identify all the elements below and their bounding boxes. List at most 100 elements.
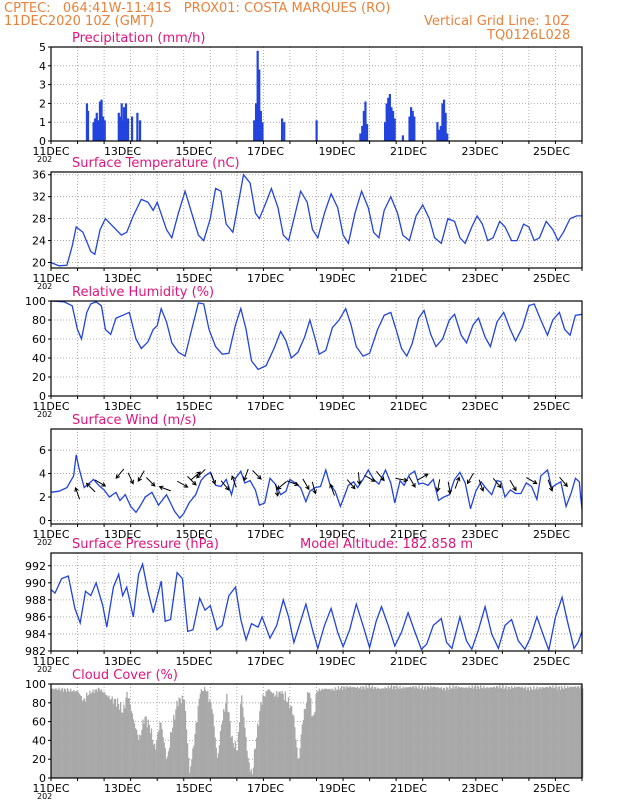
wind-arrow	[492, 478, 502, 489]
cloud-cover-bar	[215, 747, 217, 778]
precip-bar	[362, 110, 365, 141]
cloud-cover-bar	[356, 686, 359, 778]
cloud-cover-bar	[313, 714, 315, 778]
precip-bar	[393, 118, 396, 141]
precip-bar	[442, 99, 446, 141]
cloud-cover-bar	[155, 749, 157, 778]
cloud-cover-bar	[195, 722, 197, 778]
precip-bar	[401, 135, 404, 141]
wind-arrow	[115, 468, 125, 479]
cloud-cover-bar	[59, 690, 61, 778]
x-tick-label: 19DEC	[318, 782, 355, 795]
cloud-cover-bar	[174, 719, 176, 778]
cloud-cover-bar	[508, 686, 511, 778]
precip-bar	[258, 69, 261, 141]
cloud-cover-bar	[229, 721, 231, 778]
cloud-cover-bar	[524, 686, 526, 778]
x-year-label: 202	[37, 282, 52, 291]
cloud-cover-bar	[120, 701, 122, 778]
cloud-cover-bar	[190, 766, 192, 778]
panel-4	[48, 552, 583, 654]
cloud-cover-bar	[250, 769, 252, 778]
cloud-cover-bar	[70, 688, 72, 778]
cloud-cover-bar	[323, 688, 326, 778]
cloud-cover-bar	[233, 747, 235, 778]
precip-bar	[365, 124, 369, 141]
cloud-cover-bar	[202, 691, 205, 778]
cloud-cover-bar	[484, 688, 486, 778]
cloud-cover-bar	[306, 692, 309, 778]
precip-bar	[95, 112, 98, 141]
wind-arrow	[466, 472, 474, 485]
cloud-cover-bar	[577, 686, 580, 778]
cloud-cover-bar	[528, 690, 531, 778]
precip-bar	[259, 110, 262, 141]
cloud-cover-bar	[301, 724, 303, 778]
cloud-cover-bar	[346, 685, 348, 778]
cloud-cover-bar	[537, 689, 539, 778]
cloud-cover-bar	[559, 689, 562, 778]
y-tick-label: 0	[39, 135, 46, 148]
y-tick-label: 0	[39, 772, 46, 785]
precip-bar	[92, 122, 95, 141]
cloud-cover-bar	[504, 687, 506, 778]
cloud-cover-bar	[76, 691, 78, 778]
y-tick-label: 24	[32, 235, 46, 248]
cloud-cover-bar	[143, 723, 145, 778]
cloud-cover-bar	[63, 688, 66, 778]
cloud-cover-bar	[108, 695, 110, 778]
cloud-cover-bar	[125, 697, 127, 778]
cloud-cover-bar	[520, 687, 522, 778]
cloud-cover-bar	[302, 719, 305, 778]
cloud-cover-bar	[149, 733, 152, 778]
cloud-cover-bar	[348, 687, 350, 778]
cloud-cover-bar	[243, 717, 245, 778]
precip-bar	[97, 120, 100, 141]
cloud-cover-bar	[285, 701, 288, 778]
x-tick-label: 11DEC	[32, 528, 69, 541]
y-tick-label: 80	[32, 697, 46, 710]
cloud-cover-bar	[321, 688, 324, 778]
cloud-cover-bar	[330, 690, 332, 778]
cloud-cover-bar	[268, 689, 271, 778]
wind-arrow	[311, 481, 317, 495]
cloud-cover-bar	[253, 749, 256, 778]
x-year-label: 202	[37, 155, 52, 164]
y-tick-label: 988	[25, 594, 46, 607]
cloud-cover-bar	[284, 691, 286, 778]
cloud-cover-bar	[491, 687, 494, 778]
cloud-cover-bar	[527, 687, 530, 778]
wind-arrow	[478, 479, 485, 492]
cloud-cover-bar	[573, 686, 575, 778]
cloud-cover-bar	[514, 686, 516, 778]
wind-arrow	[435, 479, 441, 493]
wind-arrow	[137, 470, 145, 483]
cloud-cover-bar	[291, 706, 293, 778]
cloud-cover-bar	[88, 694, 90, 778]
cloud-cover-bar	[183, 699, 186, 778]
cloud-cover-bar	[469, 688, 471, 778]
cloud-cover-bar	[219, 731, 222, 778]
cloud-cover-bar	[556, 689, 558, 778]
cloud-cover-bar	[165, 759, 168, 778]
cloud-cover-bar	[60, 689, 62, 778]
wind-arrow	[526, 477, 538, 485]
cloud-cover-bar	[56, 689, 58, 778]
cloud-cover-bar	[86, 692, 88, 778]
wind-arrow	[85, 482, 96, 493]
cloud-cover-bar	[310, 698, 312, 778]
y-tick-label: 40	[32, 734, 46, 747]
cloud-cover-bar	[414, 688, 416, 778]
cloud-cover-bar	[146, 727, 148, 778]
x-tick-label: 19DEC	[318, 528, 355, 541]
cloud-cover-bar	[87, 695, 89, 778]
cloud-cover-bar	[417, 688, 419, 778]
cloud-cover-bar	[506, 689, 508, 778]
x-tick-label: 15DEC	[175, 528, 212, 541]
cloud-cover-bar	[447, 687, 449, 778]
cloud-cover-bar	[518, 686, 520, 778]
wind-arrow	[454, 476, 461, 489]
cloud-cover-bar	[360, 686, 362, 778]
cloud-cover-bar	[420, 688, 422, 778]
cloud-cover-bar	[73, 689, 75, 778]
